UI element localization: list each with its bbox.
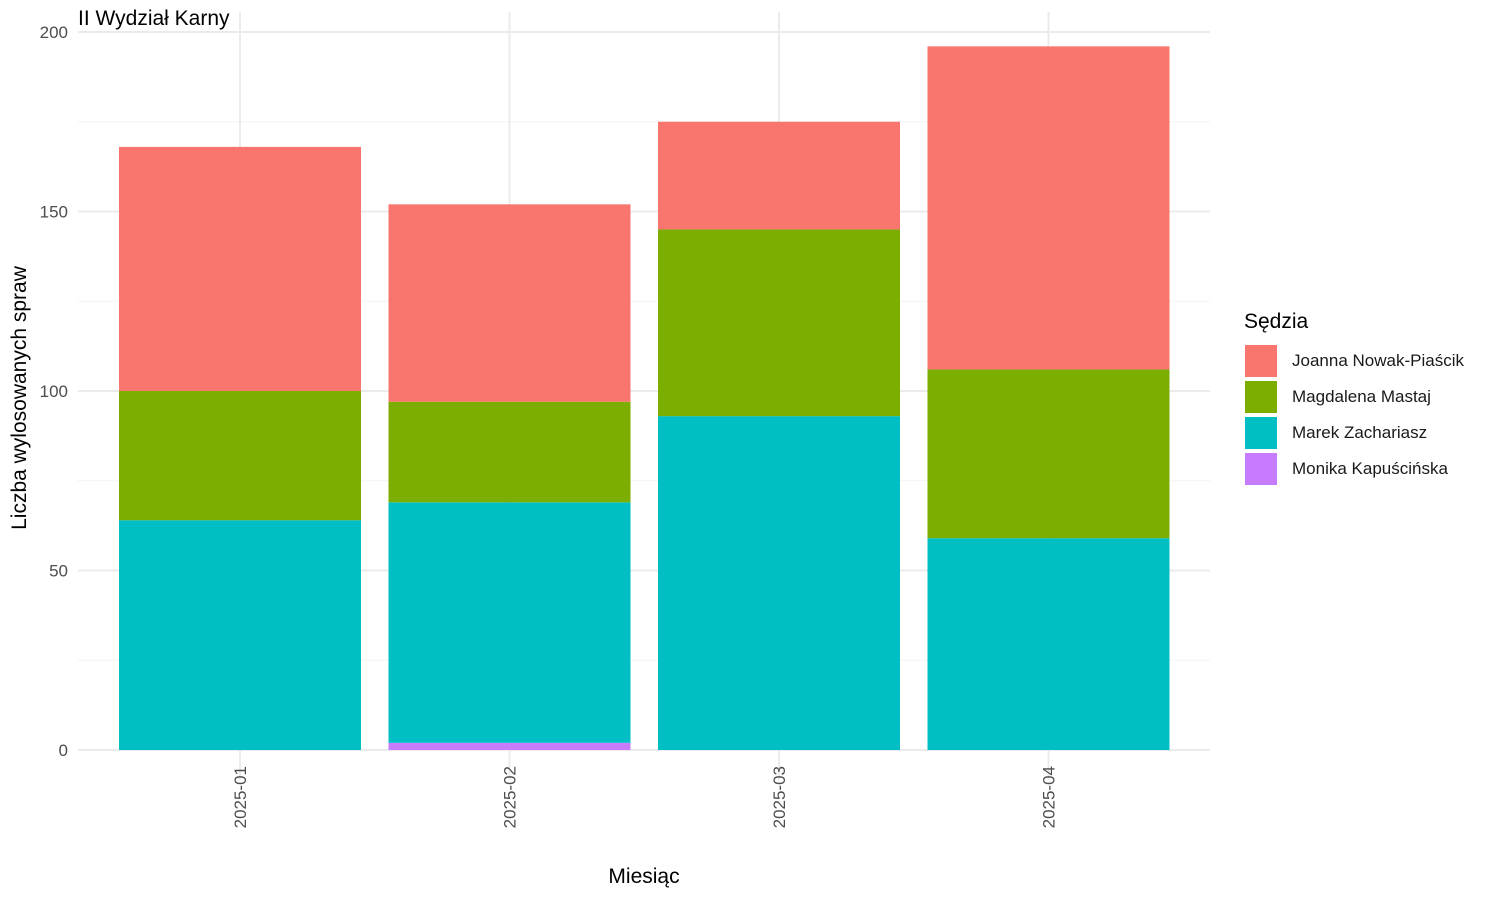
bar-segment bbox=[927, 369, 1170, 539]
legend-swatch-monika bbox=[1244, 452, 1278, 486]
bar-segment bbox=[658, 229, 900, 417]
x-axis-title: Miesiąc bbox=[608, 865, 680, 888]
legend-label-monika: Monika Kapuścińska bbox=[1292, 459, 1448, 478]
legend-title: Sędzia bbox=[1244, 310, 1309, 333]
bar-segment bbox=[119, 391, 361, 521]
legend-swatch-marek bbox=[1244, 416, 1278, 450]
x-tick-label: 2025-01 bbox=[231, 766, 250, 828]
y-tick-label: 50 bbox=[49, 562, 68, 581]
bar-segment bbox=[119, 520, 361, 750]
y-tick-label: 0 bbox=[59, 741, 68, 760]
legend-swatch-magdalena bbox=[1244, 380, 1278, 414]
legend-label-magdalena: Magdalena Mastaj bbox=[1292, 387, 1431, 406]
bar-segment bbox=[388, 742, 631, 750]
bar-stacks bbox=[119, 46, 1170, 750]
x-tick-label: 2025-02 bbox=[501, 766, 520, 828]
legend-item-monika: Monika Kapuścińska bbox=[1244, 451, 1464, 487]
bar-segment bbox=[388, 401, 631, 503]
y-tick-label: 150 bbox=[40, 203, 68, 222]
chart-title: II Wydział Karny bbox=[78, 7, 230, 30]
x-tick-label: 2025-04 bbox=[1040, 766, 1059, 828]
legend-item-marek: Marek Zachariasz bbox=[1244, 415, 1464, 451]
bar-segment bbox=[658, 121, 900, 230]
legend: Sędzia Joanna Nowak-Piaścik Magdalena Ma… bbox=[1244, 308, 1464, 487]
bar-segment bbox=[388, 502, 631, 743]
bar-segment bbox=[119, 146, 361, 391]
bar-segment bbox=[927, 46, 1170, 370]
y-tick-label: 200 bbox=[40, 23, 68, 42]
bar-segment bbox=[658, 416, 900, 750]
legend-label-marek: Marek Zachariasz bbox=[1292, 423, 1428, 442]
y-axis-title: Liczba wylosowanych spraw bbox=[8, 266, 31, 530]
y-tick-label: 100 bbox=[40, 382, 68, 401]
legend-item-joanna: Joanna Nowak-Piaścik bbox=[1244, 343, 1464, 379]
axis-ticks: 0 50 100 150 200 2025-01 2025-02 2025-03 2025-04 bbox=[40, 23, 1059, 828]
legend-swatch-joanna bbox=[1244, 344, 1278, 378]
bar-segment bbox=[927, 538, 1170, 750]
legend-item-magdalena: Magdalena Mastaj bbox=[1244, 379, 1464, 415]
legend-label-joanna: Joanna Nowak-Piaścik bbox=[1292, 351, 1464, 370]
x-tick-label: 2025-03 bbox=[770, 766, 789, 828]
bar-segment bbox=[388, 204, 631, 402]
